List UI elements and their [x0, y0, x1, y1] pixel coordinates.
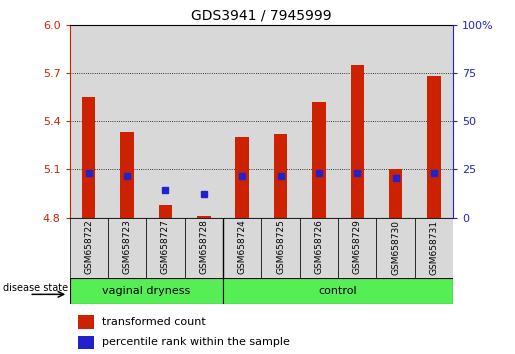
Bar [389, 170, 402, 218]
Bar [338, 218, 376, 278]
Text: GSM658725: GSM658725 [276, 219, 285, 274]
Bar [78, 315, 94, 329]
Text: disease state: disease state [4, 282, 68, 293]
Text: GSM658726: GSM658726 [315, 219, 323, 274]
Bar [78, 336, 94, 349]
Text: transformed count: transformed count [102, 317, 206, 327]
Bar [82, 97, 95, 218]
Bar [184, 25, 223, 218]
Text: GSM658723: GSM658723 [123, 219, 131, 274]
Bar [108, 218, 146, 278]
Text: GSM658727: GSM658727 [161, 219, 170, 274]
Bar [351, 65, 364, 218]
Bar [108, 25, 146, 218]
Bar [159, 205, 172, 218]
Bar [338, 25, 376, 218]
Text: control: control [319, 286, 357, 296]
Bar [415, 218, 453, 278]
Text: GSM658731: GSM658731 [430, 219, 438, 274]
Bar [70, 218, 108, 278]
Bar [261, 218, 300, 278]
Bar [184, 218, 223, 278]
Bar [274, 134, 287, 218]
Bar [223, 25, 261, 218]
Bar [261, 25, 300, 218]
Bar [223, 278, 453, 304]
Bar [312, 102, 325, 218]
Bar [376, 25, 415, 218]
Text: GSM658724: GSM658724 [238, 219, 247, 274]
Text: GSM658722: GSM658722 [84, 219, 93, 274]
Bar [223, 218, 261, 278]
Text: percentile rank within the sample: percentile rank within the sample [102, 337, 290, 348]
Text: GSM658729: GSM658729 [353, 219, 362, 274]
Title: GDS3941 / 7945999: GDS3941 / 7945999 [191, 8, 332, 22]
Bar [146, 218, 184, 278]
Bar [235, 137, 249, 218]
Bar [427, 76, 441, 218]
Bar [146, 25, 184, 218]
Bar [70, 278, 223, 304]
Bar [121, 132, 134, 218]
Bar [415, 25, 453, 218]
Text: vaginal dryness: vaginal dryness [102, 286, 191, 296]
Text: GSM658730: GSM658730 [391, 219, 400, 274]
Text: GSM658728: GSM658728 [199, 219, 208, 274]
Bar [300, 218, 338, 278]
Bar [197, 216, 211, 218]
Bar [376, 218, 415, 278]
Bar [70, 25, 108, 218]
Bar [300, 25, 338, 218]
